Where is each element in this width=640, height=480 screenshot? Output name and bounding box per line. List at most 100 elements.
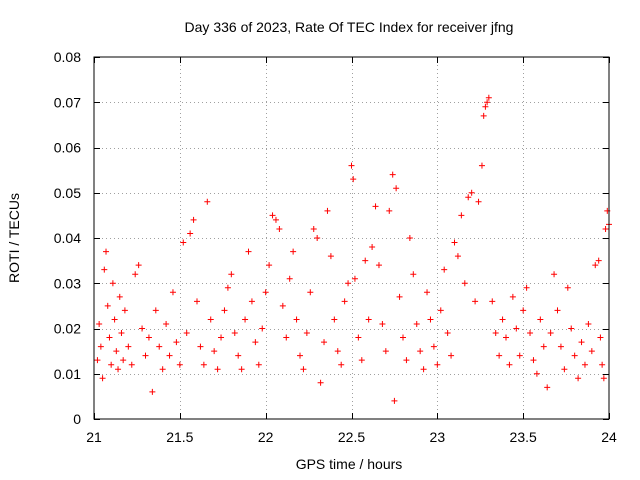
data-point [152, 307, 159, 314]
data-point [588, 348, 595, 355]
data-point [228, 271, 235, 278]
data-point [448, 352, 455, 359]
data-point [248, 298, 255, 305]
y-tick-label: 0.08 [54, 49, 81, 65]
data-points [94, 94, 612, 404]
data-point [166, 352, 173, 359]
data-point [386, 207, 393, 214]
data-point [478, 162, 485, 169]
x-tick-label: 21 [86, 429, 102, 445]
data-point [503, 334, 509, 341]
data-point [101, 266, 108, 273]
data-point [276, 225, 283, 232]
y-tick-label: 0.06 [54, 140, 81, 156]
data-point [341, 298, 348, 305]
data-point [245, 248, 252, 255]
data-point [314, 235, 321, 241]
data-point [540, 343, 547, 350]
data-point [111, 316, 118, 323]
data-point [557, 343, 564, 350]
data-point [194, 298, 200, 305]
data-point [259, 325, 266, 332]
data-point [103, 248, 110, 255]
data-point [317, 379, 324, 386]
data-point [115, 366, 122, 373]
data-point [544, 384, 551, 391]
data-point [581, 361, 588, 368]
data-point [547, 330, 554, 337]
data-point [286, 275, 293, 282]
data-point [461, 280, 468, 287]
data-point [403, 357, 410, 364]
y-axis-label: ROTI / TECUs [6, 193, 22, 283]
data-point [513, 325, 520, 332]
data-point [592, 262, 599, 269]
x-tick-label: 21.5 [166, 429, 193, 445]
x-tick-label: 24 [601, 429, 617, 445]
data-point [214, 366, 221, 373]
data-point [187, 230, 194, 237]
chart-title: Day 336 of 2023, Rate Of TEC Index for r… [185, 19, 514, 35]
data-point [338, 361, 345, 368]
data-point [506, 361, 513, 368]
data-point [307, 289, 314, 296]
data-point [351, 275, 358, 282]
data-point [321, 339, 328, 346]
data-point [533, 370, 540, 377]
data-point [480, 112, 487, 119]
data-point [372, 203, 379, 210]
data-point [424, 289, 431, 296]
data-point [118, 330, 125, 337]
data-point [523, 284, 530, 291]
data-point [400, 334, 406, 341]
data-point [410, 271, 417, 278]
data-point [454, 253, 461, 260]
data-point [113, 348, 120, 355]
data-point [396, 293, 403, 300]
data-point [578, 339, 585, 346]
axis-ticks [94, 57, 610, 420]
y-tick-label: 0.03 [54, 275, 81, 291]
data-point [99, 375, 106, 382]
data-point [530, 357, 537, 364]
data-point [121, 307, 128, 314]
data-point [169, 289, 176, 296]
data-point [279, 302, 286, 309]
data-point [310, 225, 317, 232]
data-point [458, 212, 465, 219]
data-point [142, 352, 149, 359]
data-point [406, 235, 413, 241]
data-point [492, 330, 499, 337]
data-point [242, 316, 249, 323]
data-point [427, 316, 434, 323]
data-point [211, 348, 218, 355]
data-point [451, 239, 458, 246]
data-point [290, 248, 297, 255]
data-point [379, 320, 386, 327]
data-point [190, 216, 197, 223]
data-point [417, 348, 424, 355]
data-point [266, 262, 273, 269]
data-point [362, 257, 369, 264]
data-point [221, 307, 228, 314]
data-point [382, 348, 389, 355]
data-point [97, 343, 104, 350]
data-point [389, 171, 396, 178]
grid-lines [94, 57, 609, 419]
data-point [108, 361, 115, 368]
data-point [109, 280, 116, 287]
y-tick-labels: 0 0.01 0.02 0.03 0.04 0.05 0.06 0.07 0.08 [54, 49, 81, 427]
data-point [355, 334, 362, 341]
data-point [465, 194, 472, 201]
data-point [564, 284, 571, 291]
data-point [482, 103, 489, 110]
y-tick-label: 0.02 [54, 321, 81, 337]
data-point [358, 357, 365, 364]
data-point [125, 343, 132, 350]
x-tick-label: 23 [430, 429, 446, 445]
data-point [434, 361, 441, 368]
data-point [106, 334, 113, 341]
data-point [489, 298, 496, 305]
data-point [283, 334, 290, 341]
